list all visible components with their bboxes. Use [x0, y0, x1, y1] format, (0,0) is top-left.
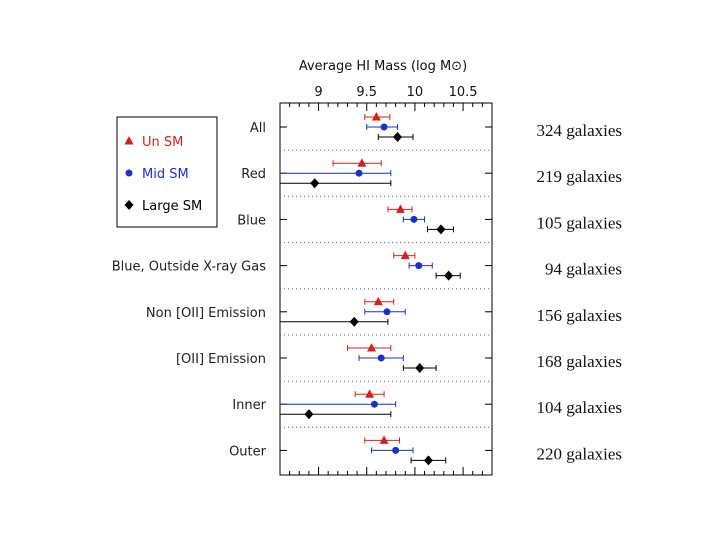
x-tick-label: 10.5 — [449, 85, 478, 100]
data-point-un-sm — [367, 343, 377, 352]
data-point-un-sm — [379, 435, 389, 444]
legend-box — [116, 116, 218, 228]
legend-label: Un SM — [142, 135, 183, 150]
x-tick-label: 9.5 — [356, 85, 377, 100]
category-label: Outer — [229, 444, 267, 459]
data-point-large-sm — [304, 409, 314, 420]
galaxy-count-label: 324 galaxies — [537, 121, 622, 140]
galaxy-count-label: 156 galaxies — [537, 306, 622, 325]
data-point-mid-sm — [377, 354, 385, 362]
galaxy-count-label: 168 galaxies — [537, 352, 622, 371]
x-tick-label: 9 — [314, 85, 322, 100]
data-point-un-sm — [371, 112, 381, 121]
legend-marker-triangle — [124, 136, 134, 145]
data-point-large-sm — [349, 316, 359, 327]
legend-label: Large SM — [142, 199, 202, 214]
category-label: Non [OII] Emission — [146, 306, 266, 321]
data-point-large-sm — [436, 224, 446, 235]
legend-label: Mid SM — [142, 167, 189, 182]
data-point-un-sm — [373, 296, 383, 306]
legend-marker-circle — [125, 169, 133, 177]
category-label: [OII] Emission — [176, 352, 266, 367]
data-point-mid-sm — [392, 446, 400, 454]
axis-title: Average HI Mass (log M⊙) — [299, 59, 467, 74]
data-point-mid-sm — [383, 308, 391, 316]
galaxy-count-label: 104 galaxies — [537, 398, 622, 417]
data-point-mid-sm — [380, 123, 388, 131]
data-point-mid-sm — [410, 215, 418, 223]
data-point-large-sm — [423, 455, 433, 466]
data-point-large-sm — [393, 132, 403, 142]
galaxy-count-label: 94 galaxies — [545, 260, 622, 279]
category-label: Red — [241, 167, 266, 182]
category-label: Blue, Outside X-ray Gas — [112, 260, 266, 275]
data-point-mid-sm — [355, 169, 363, 177]
data-point-un-sm — [365, 389, 375, 398]
x-tick-label: 10 — [407, 85, 424, 100]
data-point-un-sm — [357, 158, 367, 167]
data-point-un-sm — [400, 250, 410, 260]
galaxy-count-label: 220 galaxies — [537, 444, 622, 463]
galaxy-count-label: 219 galaxies — [537, 167, 622, 186]
data-point-large-sm — [415, 363, 425, 373]
data-point-un-sm — [395, 204, 405, 213]
galaxy-count-label: 105 galaxies — [537, 213, 622, 232]
data-point-mid-sm — [415, 262, 423, 270]
category-label: Inner — [232, 398, 266, 413]
data-point-large-sm — [444, 270, 454, 281]
category-label: Blue — [237, 213, 266, 228]
data-point-large-sm — [310, 178, 320, 189]
legend-marker-diamond — [124, 200, 134, 210]
legend: Un SM Mid SM Large SM — [116, 116, 218, 228]
data-point-mid-sm — [370, 400, 378, 408]
category-label: All — [250, 121, 266, 136]
